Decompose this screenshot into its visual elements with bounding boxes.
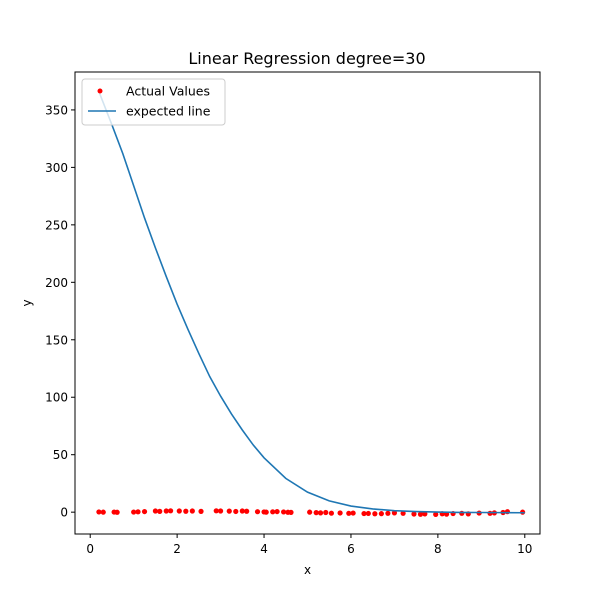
data-point <box>365 510 371 517</box>
data-point <box>459 510 465 516</box>
y-tick-label: 200 <box>45 276 68 290</box>
data-point <box>254 509 261 515</box>
data-point <box>239 508 245 514</box>
chart-title: Linear Regression degree=30 <box>188 49 425 68</box>
data-point <box>372 511 378 517</box>
data-point <box>350 510 356 516</box>
data-point <box>400 510 406 516</box>
y-tick-label: 250 <box>45 218 68 232</box>
x-axis: 0 2 4 6 8 10 <box>86 534 532 556</box>
y-tick-label: 100 <box>45 391 68 405</box>
data-point <box>226 508 232 514</box>
data-point <box>157 508 163 514</box>
data-point <box>244 508 250 514</box>
x-tick-label: 8 <box>434 542 442 556</box>
data-point <box>131 509 137 515</box>
legend: Actual Values expected line <box>81 78 226 126</box>
y-tick-label: 300 <box>45 161 68 175</box>
y-tick-label: 150 <box>45 333 68 347</box>
plot-area <box>96 91 526 517</box>
expected-line <box>98 91 525 514</box>
data-point <box>307 509 313 515</box>
y-tick-label: 50 <box>53 448 68 462</box>
data-point <box>433 511 439 517</box>
data-point <box>233 508 239 515</box>
data-point <box>378 511 384 517</box>
data-point <box>270 509 276 515</box>
data-point <box>163 508 169 514</box>
data-point <box>317 510 324 516</box>
data-point <box>313 510 319 516</box>
data-point <box>152 508 158 514</box>
plot-frame <box>74 71 541 535</box>
legend-marker-actual-values <box>97 88 103 94</box>
x-tick-label: 10 <box>517 542 532 556</box>
data-point <box>504 509 511 515</box>
data-point <box>100 509 106 515</box>
data-point <box>135 509 141 515</box>
data-point <box>168 508 174 514</box>
data-point <box>417 511 424 517</box>
y-axis: 0 50 100 150 200 250 300 350 <box>45 103 75 520</box>
y-axis-label: y <box>20 299 34 306</box>
data-point <box>288 509 294 515</box>
x-tick-label: 6 <box>347 542 355 556</box>
legend-label-actual-values: Actual Values <box>126 84 210 99</box>
data-point <box>346 510 352 516</box>
data-point <box>217 508 224 514</box>
data-point <box>189 508 195 514</box>
y-tick-label: 350 <box>45 103 68 117</box>
data-point <box>96 509 102 515</box>
data-point <box>391 510 398 516</box>
data-point <box>183 508 189 514</box>
data-point <box>274 508 280 515</box>
data-point <box>176 508 182 514</box>
legend-box <box>81 78 226 126</box>
data-point <box>323 509 329 516</box>
x-tick-label: 0 <box>86 542 94 556</box>
data-point <box>328 510 334 516</box>
data-point <box>114 509 120 515</box>
x-tick-label: 4 <box>260 542 268 556</box>
x-tick-label: 2 <box>173 542 181 556</box>
data-point <box>198 508 204 514</box>
y-tick-label: 0 <box>60 506 68 520</box>
data-point <box>361 510 367 517</box>
data-point <box>411 511 417 517</box>
data-point <box>385 510 391 516</box>
data-point <box>141 508 148 515</box>
data-point <box>337 510 343 516</box>
data-point <box>213 508 219 514</box>
data-point <box>263 509 269 515</box>
data-point <box>281 509 287 515</box>
x-axis-label: x <box>304 563 311 577</box>
legend-label-expected-line: expected line <box>126 104 211 119</box>
